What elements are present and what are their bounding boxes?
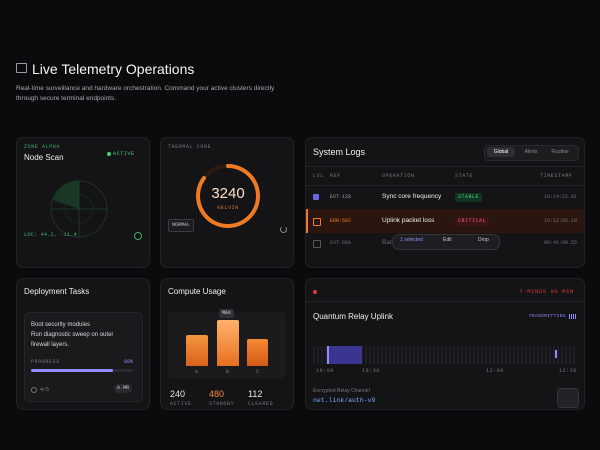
stat-label: CLEARED <box>248 401 274 407</box>
edit-button[interactable]: Edit <box>443 237 452 243</box>
column-header: OPERATION <box>382 173 415 179</box>
divider <box>306 185 584 186</box>
tab[interactable]: Routine <box>551 148 569 155</box>
assignee[interactable]: A.MR <box>114 384 133 393</box>
countdown: T-MINUS 00 MIN <box>519 288 574 295</box>
usage-bar <box>217 320 239 366</box>
stat-value: 112 <box>248 389 263 399</box>
stat-value: 480 <box>209 389 225 399</box>
log-ref: EVT-128 <box>330 194 352 200</box>
log-ref: ERR-502 <box>330 218 352 224</box>
bar-label: B <box>226 369 230 375</box>
log-ref: EVT-09A <box>330 240 352 246</box>
row-checkbox[interactable] <box>313 218 321 226</box>
log-timestamp: 10:12:05.18 <box>543 218 577 224</box>
radar <box>50 180 108 238</box>
timeline-marker <box>555 350 557 358</box>
status: ACTIVE <box>113 151 135 157</box>
timeline <box>313 346 577 364</box>
log-operation: Uplink packet loss <box>382 217 435 224</box>
usage-bar <box>186 335 208 366</box>
thermal-gauge <box>196 164 260 228</box>
timeline-window[interactable] <box>327 346 362 364</box>
column-header: TIMESTAMP <box>540 173 573 179</box>
relay-status: TRANSMITTING <box>528 314 566 319</box>
progress-label: PROGRESS <box>31 359 60 365</box>
column-header: STATE <box>455 173 474 179</box>
time-label: 10:00 <box>316 368 335 374</box>
stat-label: STANDBY <box>209 401 235 407</box>
card-title: Quantum Relay Uplink <box>313 312 394 321</box>
selection-toolbar <box>392 234 500 250</box>
row-checkbox[interactable] <box>313 194 319 200</box>
thermal-value: 3240 <box>211 185 245 202</box>
time-label: 12:00 <box>486 368 505 374</box>
bar-label: C <box>256 369 260 375</box>
refresh-icon[interactable] <box>280 226 287 233</box>
divider <box>306 166 584 167</box>
signal-bars <box>569 314 576 319</box>
divider <box>306 301 584 302</box>
log-operation: Sync core frequency <box>382 193 442 200</box>
subtitle: Real-time surveillance and hardware orch… <box>16 85 275 92</box>
header-icon <box>16 63 27 73</box>
channel-label: Encrypted Relay Channel <box>313 388 370 394</box>
row-checkbox[interactable] <box>313 240 321 248</box>
card-title: Node Scan <box>24 153 64 162</box>
drop-button[interactable]: Drop <box>478 237 489 243</box>
column-header: REF <box>330 173 341 179</box>
subtitle: through secure terminal endpoints. <box>16 95 117 102</box>
location: LOC: 44.2, -11.4 <box>24 231 77 238</box>
normal-button[interactable]: NORMAL <box>168 219 195 232</box>
peak-tag: MAX <box>219 309 235 318</box>
relay-card <box>305 278 585 410</box>
selected-count: 1 selected <box>400 237 423 243</box>
log-state: CRITICAL <box>455 217 490 226</box>
task-detail: firewall layers. <box>31 342 70 348</box>
tab[interactable]: Alerts <box>524 148 538 155</box>
thermal-label: THERMAL CORE <box>168 144 212 150</box>
card-title: Compute Usage <box>168 287 226 296</box>
status-dot <box>107 152 111 156</box>
card-title: Deployment Tasks <box>24 287 90 296</box>
clock-icon <box>31 387 37 393</box>
link-button[interactable] <box>557 388 579 408</box>
thermal-card <box>160 137 294 268</box>
node-scan-card <box>16 137 150 268</box>
page-title: Live Telemetry Operations <box>32 61 195 77</box>
task: Boot security modules <box>31 322 91 328</box>
time-label: 10:30 <box>362 368 381 374</box>
log-timestamp: 10:14:22.01 <box>543 194 577 200</box>
thermal-unit: KELVIN <box>217 205 239 211</box>
target-button[interactable] <box>134 232 142 240</box>
usage-bar <box>247 339 268 366</box>
task-detail: Run diagnostic sweep on outer <box>31 332 114 338</box>
tab-active-bg <box>487 147 515 157</box>
column-header: LVL <box>313 173 324 179</box>
progress-text: 80% <box>123 359 133 365</box>
task-count: 4/5 <box>40 387 50 393</box>
progress-fill <box>31 369 113 372</box>
time-label: 12:30 <box>559 368 578 374</box>
zone-label: ZONE ALPHA <box>24 144 61 150</box>
log-state: STABLE <box>455 193 483 202</box>
channel-link[interactable]: net.link/auth-v9 <box>313 397 376 404</box>
row-highlight <box>306 209 584 233</box>
card-title: System Logs <box>313 147 366 157</box>
bar-label: A <box>195 369 199 375</box>
log-timestamp: 09:41:09.55 <box>543 240 577 246</box>
stat-label: ACTIVE <box>170 401 192 407</box>
alert-dot <box>313 290 317 294</box>
stat-value: 240 <box>170 389 186 399</box>
tab[interactable]: Global <box>493 148 509 155</box>
